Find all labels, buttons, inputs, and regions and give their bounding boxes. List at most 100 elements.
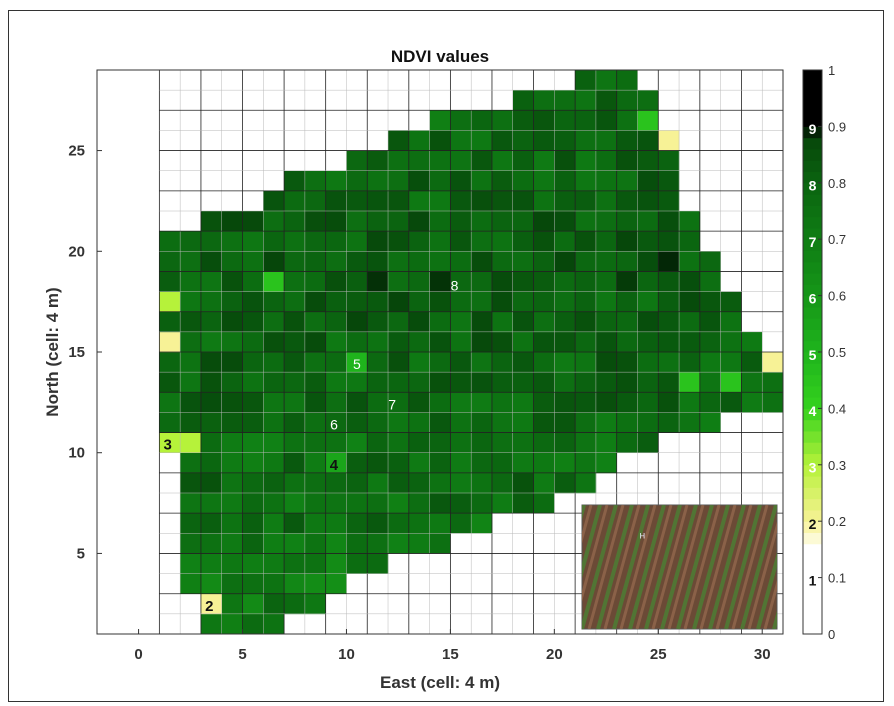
class-annotation: 7 xyxy=(388,396,396,412)
heatmap-cell xyxy=(304,311,326,333)
heatmap-cell xyxy=(533,352,555,373)
crop-row xyxy=(708,505,746,629)
heatmap-cell xyxy=(221,613,243,635)
heatmap-cell xyxy=(200,311,223,333)
y-tick-label: 20 xyxy=(68,243,85,260)
colorbar-class-label: 1 xyxy=(809,572,817,588)
heatmap-cell xyxy=(720,311,742,333)
heatmap-cell xyxy=(388,533,410,554)
heatmap-cell xyxy=(720,331,742,353)
aerial-photo-inset: ᴴ xyxy=(581,504,778,630)
heatmap-cell xyxy=(741,352,763,373)
heatmap-cell xyxy=(554,452,576,474)
heatmap-cell xyxy=(346,211,368,232)
heatmap-cell xyxy=(533,190,555,212)
heatmap-cell xyxy=(242,311,264,333)
heatmap-cell xyxy=(533,110,555,131)
heatmap-cell xyxy=(304,392,326,413)
heatmap-cell xyxy=(575,231,597,252)
heatmap-cell xyxy=(491,291,514,313)
heatmap-cell xyxy=(616,392,638,413)
x-axis-label: East (cell: 4 m) xyxy=(380,673,500,692)
heatmap-cell xyxy=(304,533,326,554)
heatmap-cell xyxy=(408,271,430,292)
colorbar-segment xyxy=(803,442,822,455)
heatmap-cell xyxy=(304,573,326,595)
heatmap-cell xyxy=(346,251,368,272)
soil-row xyxy=(683,505,721,629)
heatmap-cell xyxy=(637,211,659,232)
heatmap-cell xyxy=(512,110,534,131)
heatmap-cell xyxy=(242,271,264,292)
heatmap-cell xyxy=(325,452,347,474)
heatmap-cell xyxy=(180,513,202,534)
heatmap-cell xyxy=(242,392,264,413)
heatmap-cell xyxy=(595,372,617,393)
heatmap-cell xyxy=(595,271,617,292)
heatmap-cell xyxy=(367,190,389,212)
heatmap-cell xyxy=(554,271,576,292)
heatmap-cell xyxy=(450,472,472,494)
heatmap-cell xyxy=(658,150,680,172)
heatmap-cell xyxy=(679,291,701,313)
heatmap-cell xyxy=(471,412,493,433)
heatmap-cell xyxy=(388,432,410,454)
heatmap-cell xyxy=(346,190,368,212)
heatmap-cell xyxy=(200,352,223,373)
heatmap-cell xyxy=(304,271,326,292)
heatmap-cell xyxy=(180,251,202,272)
heatmap-cell xyxy=(221,472,243,494)
heatmap-cell xyxy=(284,231,306,252)
heatmap-cell xyxy=(284,593,306,615)
heatmap-cell xyxy=(471,291,493,313)
heatmap-cell xyxy=(242,452,264,474)
heatmap-cell xyxy=(346,231,368,252)
heatmap-cell xyxy=(699,372,721,393)
heatmap-cell xyxy=(263,452,285,474)
heatmap-cell xyxy=(408,130,430,151)
heatmap-cell xyxy=(533,291,555,313)
heatmap-cell xyxy=(346,452,368,474)
heatmap-cell xyxy=(658,231,680,252)
heatmap-cell xyxy=(408,251,430,272)
heatmap-cell xyxy=(429,231,451,252)
heatmap-cell xyxy=(762,392,784,413)
heatmap-cell xyxy=(450,150,472,172)
crop-row xyxy=(644,505,682,629)
colorbar-segment xyxy=(803,532,822,545)
heatmap-cell xyxy=(533,251,555,272)
heatmap-cell xyxy=(388,150,410,172)
heatmap-cell xyxy=(762,372,784,393)
heatmap-cell xyxy=(325,211,347,232)
y-tick-label: 25 xyxy=(68,143,85,160)
heatmap-cell xyxy=(304,553,326,574)
heatmap-cell xyxy=(304,513,326,534)
x-tick-label: 5 xyxy=(238,646,246,663)
heatmap-cell xyxy=(242,432,264,454)
heatmap-cell xyxy=(388,412,410,433)
heatmap-cell xyxy=(304,231,326,252)
colorbar-segment xyxy=(803,81,822,94)
colorbar-segment xyxy=(803,92,822,105)
heatmap-cell xyxy=(200,412,223,433)
heatmap-cell xyxy=(450,311,472,333)
colorbar-tick-label: 0.2 xyxy=(828,514,846,529)
heatmap-cell xyxy=(658,352,680,373)
heatmap-cell xyxy=(304,593,326,615)
heatmap-cell xyxy=(346,170,368,192)
heatmap-cell xyxy=(242,372,264,393)
heatmap-cell xyxy=(554,90,576,111)
colorbar-tick-label: 0.6 xyxy=(828,289,846,304)
heatmap-cell xyxy=(637,412,659,433)
heatmap-cell xyxy=(491,352,514,373)
heatmap-cell xyxy=(450,130,472,151)
heatmap-cell xyxy=(200,231,223,252)
colorbar-segment xyxy=(803,498,822,511)
heatmap-cell xyxy=(658,331,680,353)
heatmap-cell xyxy=(284,372,306,393)
heatmap-cell xyxy=(242,291,264,313)
heatmap-cell xyxy=(325,251,347,272)
heatmap-cell xyxy=(388,211,410,232)
heatmap-cell xyxy=(679,372,701,393)
crop-row xyxy=(692,505,730,629)
